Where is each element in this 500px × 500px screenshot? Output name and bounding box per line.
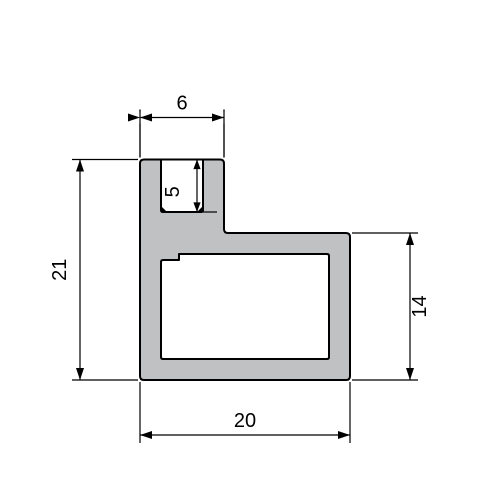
lower-cavity	[161, 254, 329, 359]
technical-drawing: 6 20 21 14 5	[0, 0, 500, 500]
dimension-label: 6	[176, 93, 187, 115]
dimension-label: 14	[409, 295, 431, 317]
dimension-label: 21	[49, 259, 71, 281]
dimension-label: 20	[234, 410, 256, 432]
dimension-label: 5	[162, 186, 184, 197]
